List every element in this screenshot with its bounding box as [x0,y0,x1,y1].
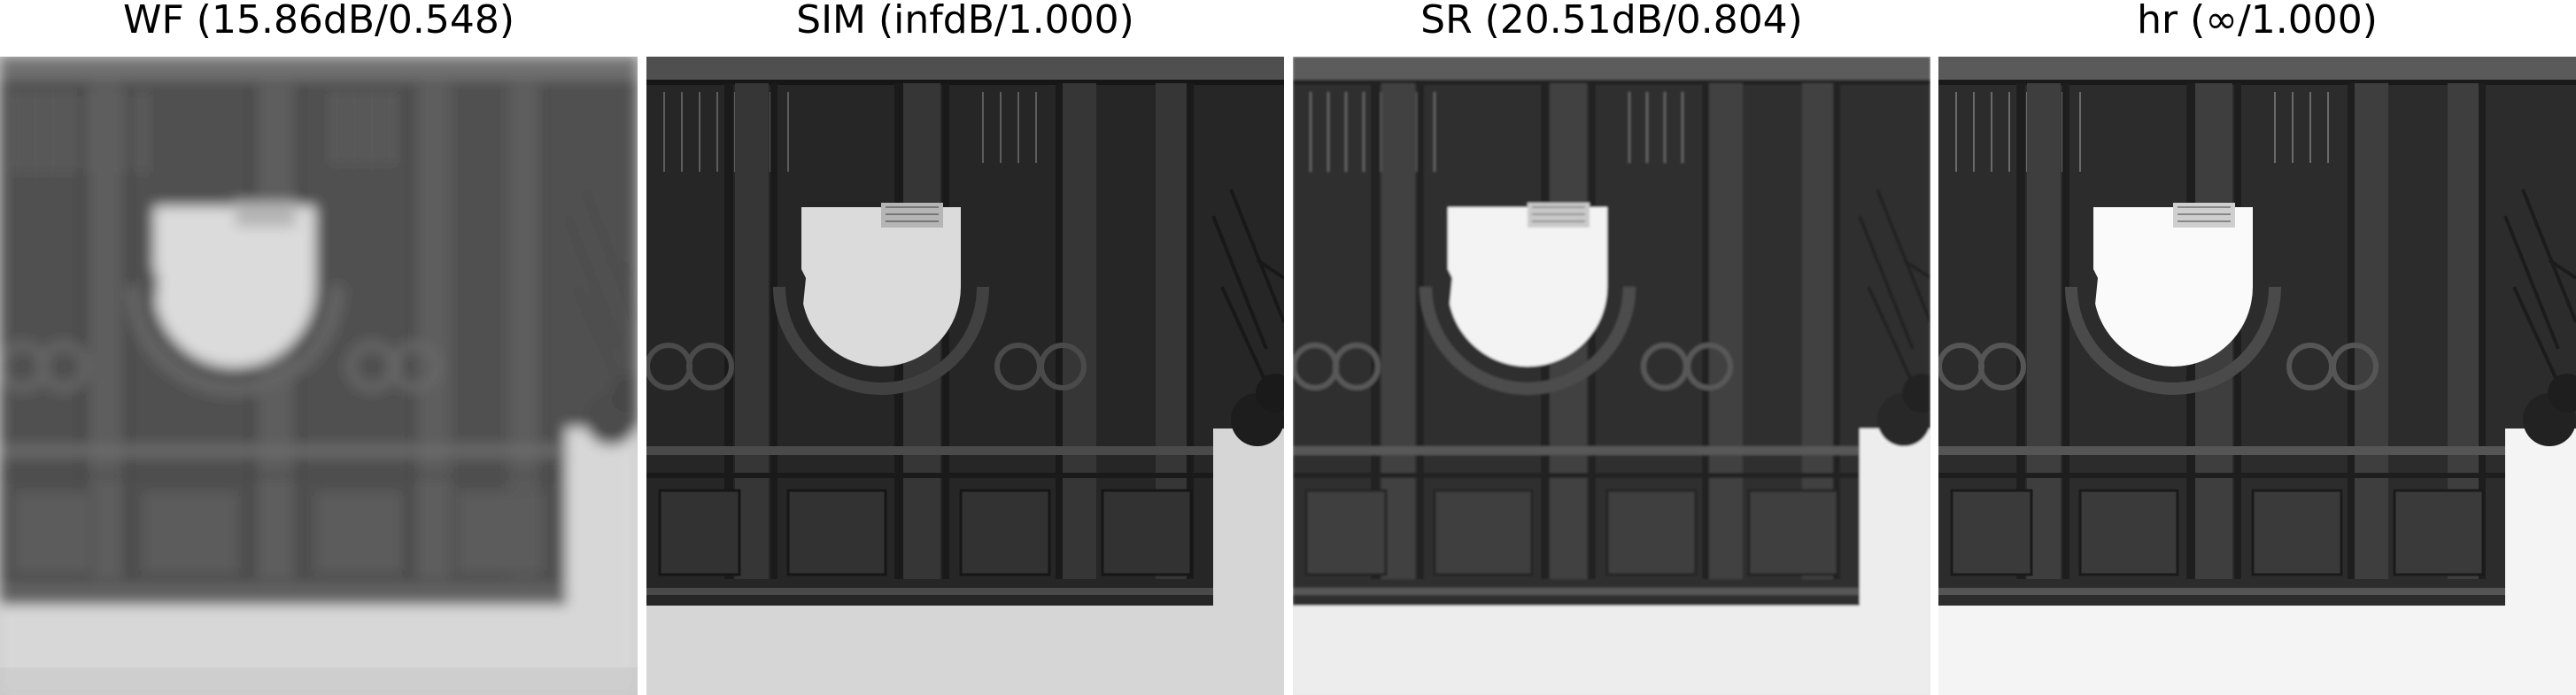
image-wf [0,57,638,695]
panel-title-sr: SR (20.51dB/0.804) [1420,0,1803,42]
panel-sim: SIM (infdB/1.000) [646,0,1284,695]
panel-sr: SR (20.51dB/0.804) [1293,0,1930,695]
image-sim [646,57,1284,695]
panel-title-hr: hr (∞/1.000) [2137,0,2378,42]
image-sr [1293,57,1930,695]
panel-title-wf: WF (15.86dB/0.548) [123,0,514,42]
panel-title-sim: SIM (infdB/1.000) [796,0,1134,42]
panel-wf: WF (15.86dB/0.548) [0,0,638,695]
image-hr [1938,57,2576,695]
panel-hr: hr (∞/1.000) [1938,0,2576,695]
